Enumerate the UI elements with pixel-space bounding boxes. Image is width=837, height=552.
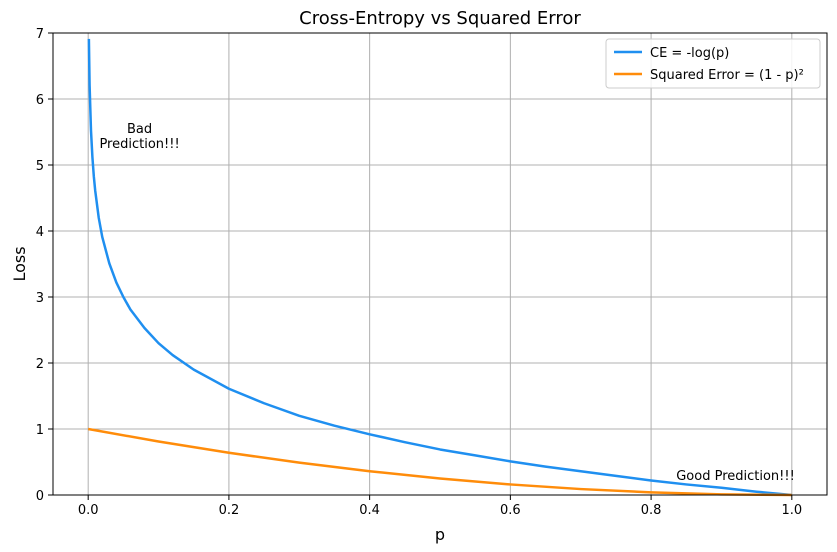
y-tick-label: 6: [36, 93, 44, 108]
x-tick-label: 0.8: [641, 503, 662, 518]
ticks: 0.0 0.2 0.4 0.6 0.8 1.0 0 1 2 3 4 5 6 7: [36, 27, 802, 518]
annotation-bad-prediction: Prediction!!!: [99, 137, 179, 152]
annotation-bad-prediction: Bad: [127, 122, 152, 137]
x-tick-label: 0.6: [500, 503, 521, 518]
x-tick-label: 0.0: [78, 503, 99, 518]
y-tick-label: 5: [36, 159, 44, 174]
legend: CE = -log(p) Squared Error = (1 - p)²: [605, 38, 821, 89]
chart-title: Cross-Entropy vs Squared Error: [299, 8, 581, 29]
legend-label-squared-error: Squared Error = (1 - p)²: [650, 68, 804, 83]
annotation-good-prediction: Good Prediction!!!: [676, 469, 795, 484]
plot-frame: [52, 32, 828, 496]
x-axis-title: p: [435, 525, 445, 544]
legend-label-ce: CE = -log(p): [650, 46, 729, 61]
legend-box: [605, 38, 821, 89]
y-tick-label: 1: [36, 423, 44, 438]
y-tick-label: 3: [36, 291, 44, 306]
x-tick-label: 0.4: [359, 503, 380, 518]
y-tick-label: 0: [36, 489, 44, 504]
y-tick-label: 7: [36, 27, 44, 42]
x-tick-label: 1.0: [781, 503, 802, 518]
series-lines: [87, 38, 792, 497]
y-axis-title: Loss: [10, 246, 29, 281]
y-tick-label: 4: [36, 225, 44, 240]
x-tick-label: 0.2: [219, 503, 240, 518]
y-tick-label: 2: [36, 357, 44, 372]
series-line-squared-error: [87, 427, 792, 497]
series-line-ce: [87, 38, 792, 497]
